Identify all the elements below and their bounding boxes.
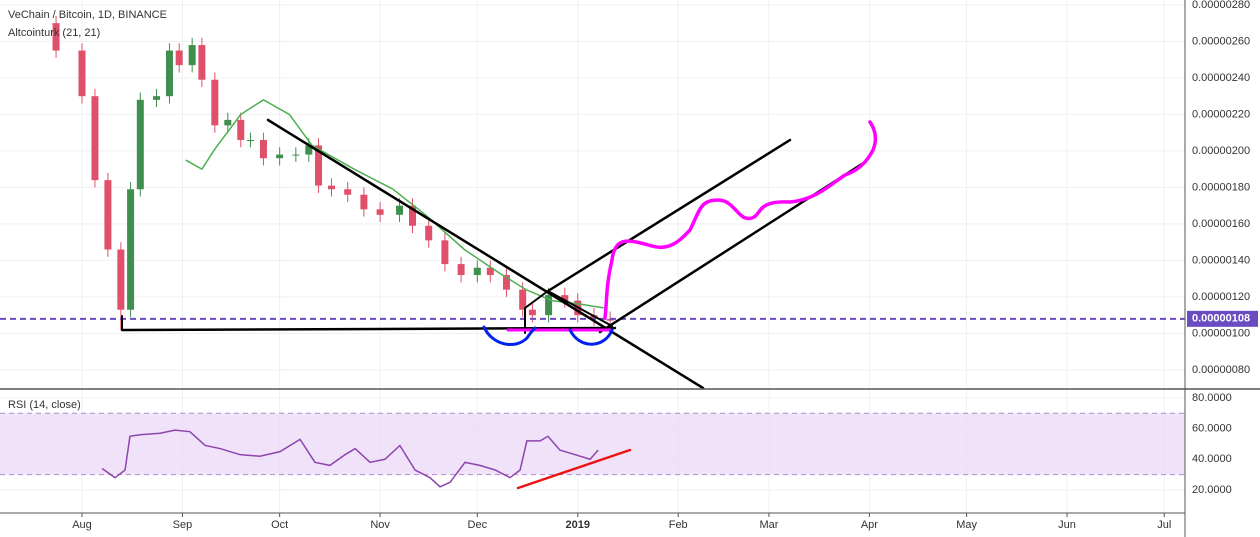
candle-body [78, 50, 86, 97]
candle-body [486, 267, 494, 276]
candle-body [528, 309, 536, 316]
y-tick-label: 0.00000080 [1192, 364, 1250, 376]
x-tick-label: Sep [173, 519, 193, 531]
candle-body [561, 295, 569, 301]
x-tick-label: Oct [271, 519, 288, 531]
candle-body [305, 145, 313, 155]
candle-body [91, 96, 99, 181]
forecast-curve [603, 120, 878, 320]
x-tick-label: May [956, 519, 977, 531]
price-label: 0.00000108 [1192, 313, 1250, 325]
candle-body [292, 154, 300, 156]
y-tick-label: 0.00000180 [1192, 181, 1250, 193]
price-label-box [1187, 310, 1258, 327]
candle-body [188, 45, 196, 66]
candle-body [519, 289, 527, 310]
y-tick-label: 0.00000260 [1192, 35, 1250, 47]
candle-body [136, 99, 144, 190]
candle-body [502, 275, 510, 290]
candle-body [224, 119, 232, 126]
candle-body [153, 96, 161, 100]
line [185, 98, 604, 309]
candle-body [127, 189, 135, 310]
candle-body [104, 180, 112, 250]
candle-body [396, 205, 404, 215]
y-tick-label: 0.00000140 [1192, 254, 1250, 266]
chart-title: VeChain / Bitcoin, 1D, BINANCE [8, 9, 167, 21]
candle-body [360, 194, 368, 210]
x-tick-label: Dec [468, 519, 488, 531]
candle-body [52, 23, 60, 51]
y-tick-label: 60.0000 [1192, 423, 1232, 435]
candle-body [259, 139, 267, 159]
candle-body [175, 50, 183, 66]
candle-body [425, 225, 433, 241]
candle-body [457, 264, 465, 276]
y-tick-label: 0.00000200 [1192, 145, 1250, 157]
x-tick-label: Mar [759, 519, 778, 531]
candle-body [408, 205, 416, 226]
shoulder-curve [482, 325, 537, 347]
y-tick-label: 0.00000280 [1192, 0, 1250, 11]
y-tick-label: 40.0000 [1192, 453, 1232, 465]
candle-body [165, 50, 173, 97]
candle-body [441, 240, 449, 265]
price-pane [0, 15, 1185, 330]
candle-body [117, 249, 125, 310]
y-tick-label: 80.0000 [1192, 392, 1232, 404]
rsi-band [0, 413, 1185, 475]
line [101, 429, 599, 488]
candle-body [473, 267, 481, 276]
rsi-pane [0, 412, 1185, 488]
x-tick-label: Apr [861, 519, 878, 531]
candle-body [237, 119, 245, 140]
candle-body [211, 79, 219, 126]
y-tick-label: 0.00000220 [1192, 108, 1250, 120]
rsi-divergence-line [516, 448, 632, 490]
candle-body [276, 154, 284, 159]
candle-body [315, 145, 323, 186]
channel-upper [546, 138, 792, 293]
candle-body [246, 139, 254, 141]
candle-body [327, 185, 335, 190]
y-tick-label: 0.00000100 [1192, 327, 1250, 339]
x-tick-label: 2019 [566, 519, 590, 531]
y-tick-label: 0.00000120 [1192, 291, 1250, 303]
candle-body [198, 45, 206, 80]
x-tick-label: Jun [1058, 519, 1076, 531]
candle-body [545, 295, 553, 316]
x-tick-label: Nov [370, 519, 390, 531]
y-tick-label: 0.00000160 [1192, 218, 1250, 230]
x-tick-label: Jul [1157, 519, 1171, 531]
resistance-line [266, 118, 705, 390]
y-tick-label: 20.0000 [1192, 484, 1232, 496]
y-tick-label: 0.00000240 [1192, 72, 1250, 84]
indicator-label: Altcointurk (21, 21) [8, 27, 100, 39]
shoulder-curve [568, 328, 614, 346]
candle-body [376, 209, 384, 215]
x-tick-label: Aug [72, 519, 92, 531]
rsi-title: RSI (14, close) [8, 399, 81, 411]
x-tick-label: Feb [669, 519, 688, 531]
candle-body [344, 189, 352, 195]
triangle-line [524, 289, 613, 334]
drawings [120, 118, 878, 490]
